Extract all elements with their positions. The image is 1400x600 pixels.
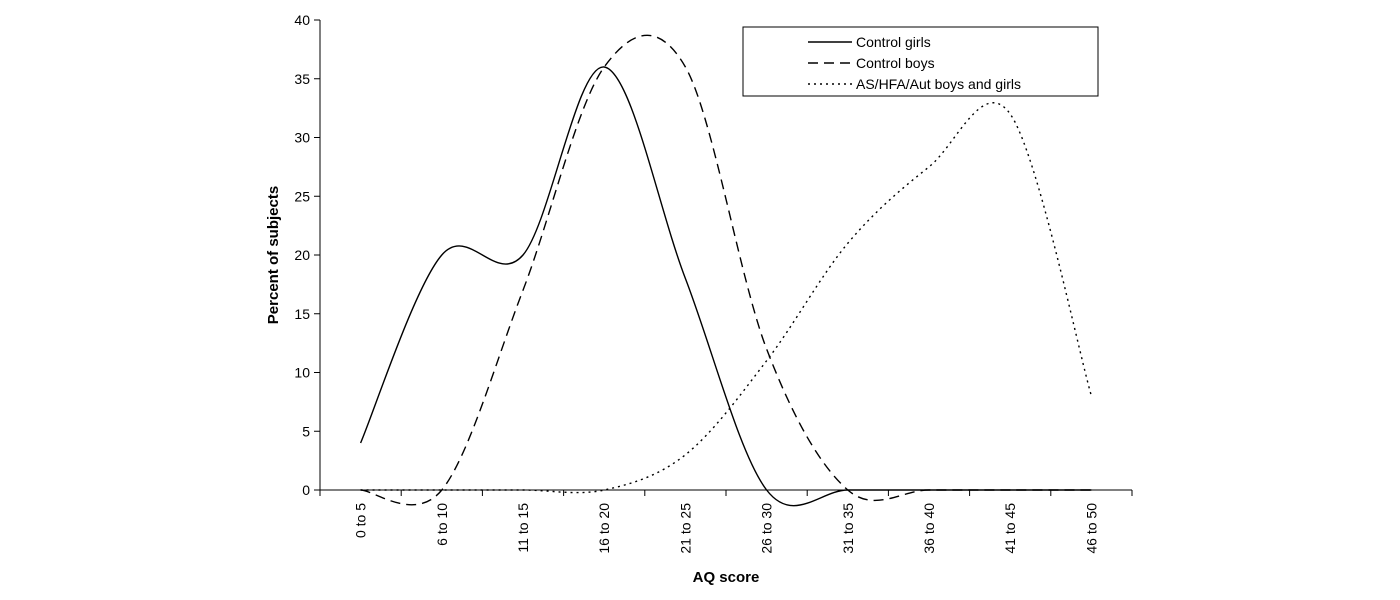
legend-label-2: Control boys xyxy=(856,55,935,71)
legend-label-3: AS/HFA/Aut boys and girls xyxy=(856,76,1021,92)
y-tick-label: 5 xyxy=(302,423,310,439)
x-tick-label: 0 to 5 xyxy=(353,503,369,538)
series-line-2 xyxy=(360,34,1092,506)
x-tick-label: 31 to 35 xyxy=(840,503,856,554)
y-tick-label: 40 xyxy=(294,12,310,28)
series-lines xyxy=(359,34,1093,507)
y-tick-label: 10 xyxy=(294,365,310,381)
y-axis-ticks: 0 5 10 15 20 25 30 35 40 xyxy=(294,12,320,498)
x-axis-ticks: 0 to 5 6 to 10 11 to 15 16 to 20 21 to 25 26 … xyxy=(319,490,1133,554)
x-tick-label: 36 to 40 xyxy=(921,503,937,554)
y-tick-label: 15 xyxy=(294,306,310,322)
x-tick-label: 6 to 10 xyxy=(434,503,450,546)
x-tick-label: 26 to 30 xyxy=(759,503,775,554)
y-tick-label: 35 xyxy=(294,71,310,87)
x-tick-label: 41 to 45 xyxy=(1002,503,1018,554)
legend: Control girls Control boys AS/HFA/Aut boys… xyxy=(742,26,1099,97)
y-tick-label: 20 xyxy=(294,247,310,263)
series-line-3 xyxy=(360,102,1093,494)
y-axis-title: Percent of subjects xyxy=(265,186,282,324)
legend-box xyxy=(742,26,1099,97)
x-axis-title: AQ score xyxy=(693,569,760,586)
series-line-1 xyxy=(359,66,1092,507)
x-tick-label: 11 to 15 xyxy=(515,503,531,553)
x-tick-label: 21 to 25 xyxy=(677,503,693,554)
y-tick-label: 30 xyxy=(294,130,310,146)
x-tick-label: 16 to 20 xyxy=(596,503,612,554)
x-tick-label: 46 to 50 xyxy=(1083,503,1099,554)
y-tick-label: 25 xyxy=(294,188,310,204)
legend-label-1: Control girls xyxy=(856,34,931,50)
y-tick-label: 0 xyxy=(302,482,310,498)
